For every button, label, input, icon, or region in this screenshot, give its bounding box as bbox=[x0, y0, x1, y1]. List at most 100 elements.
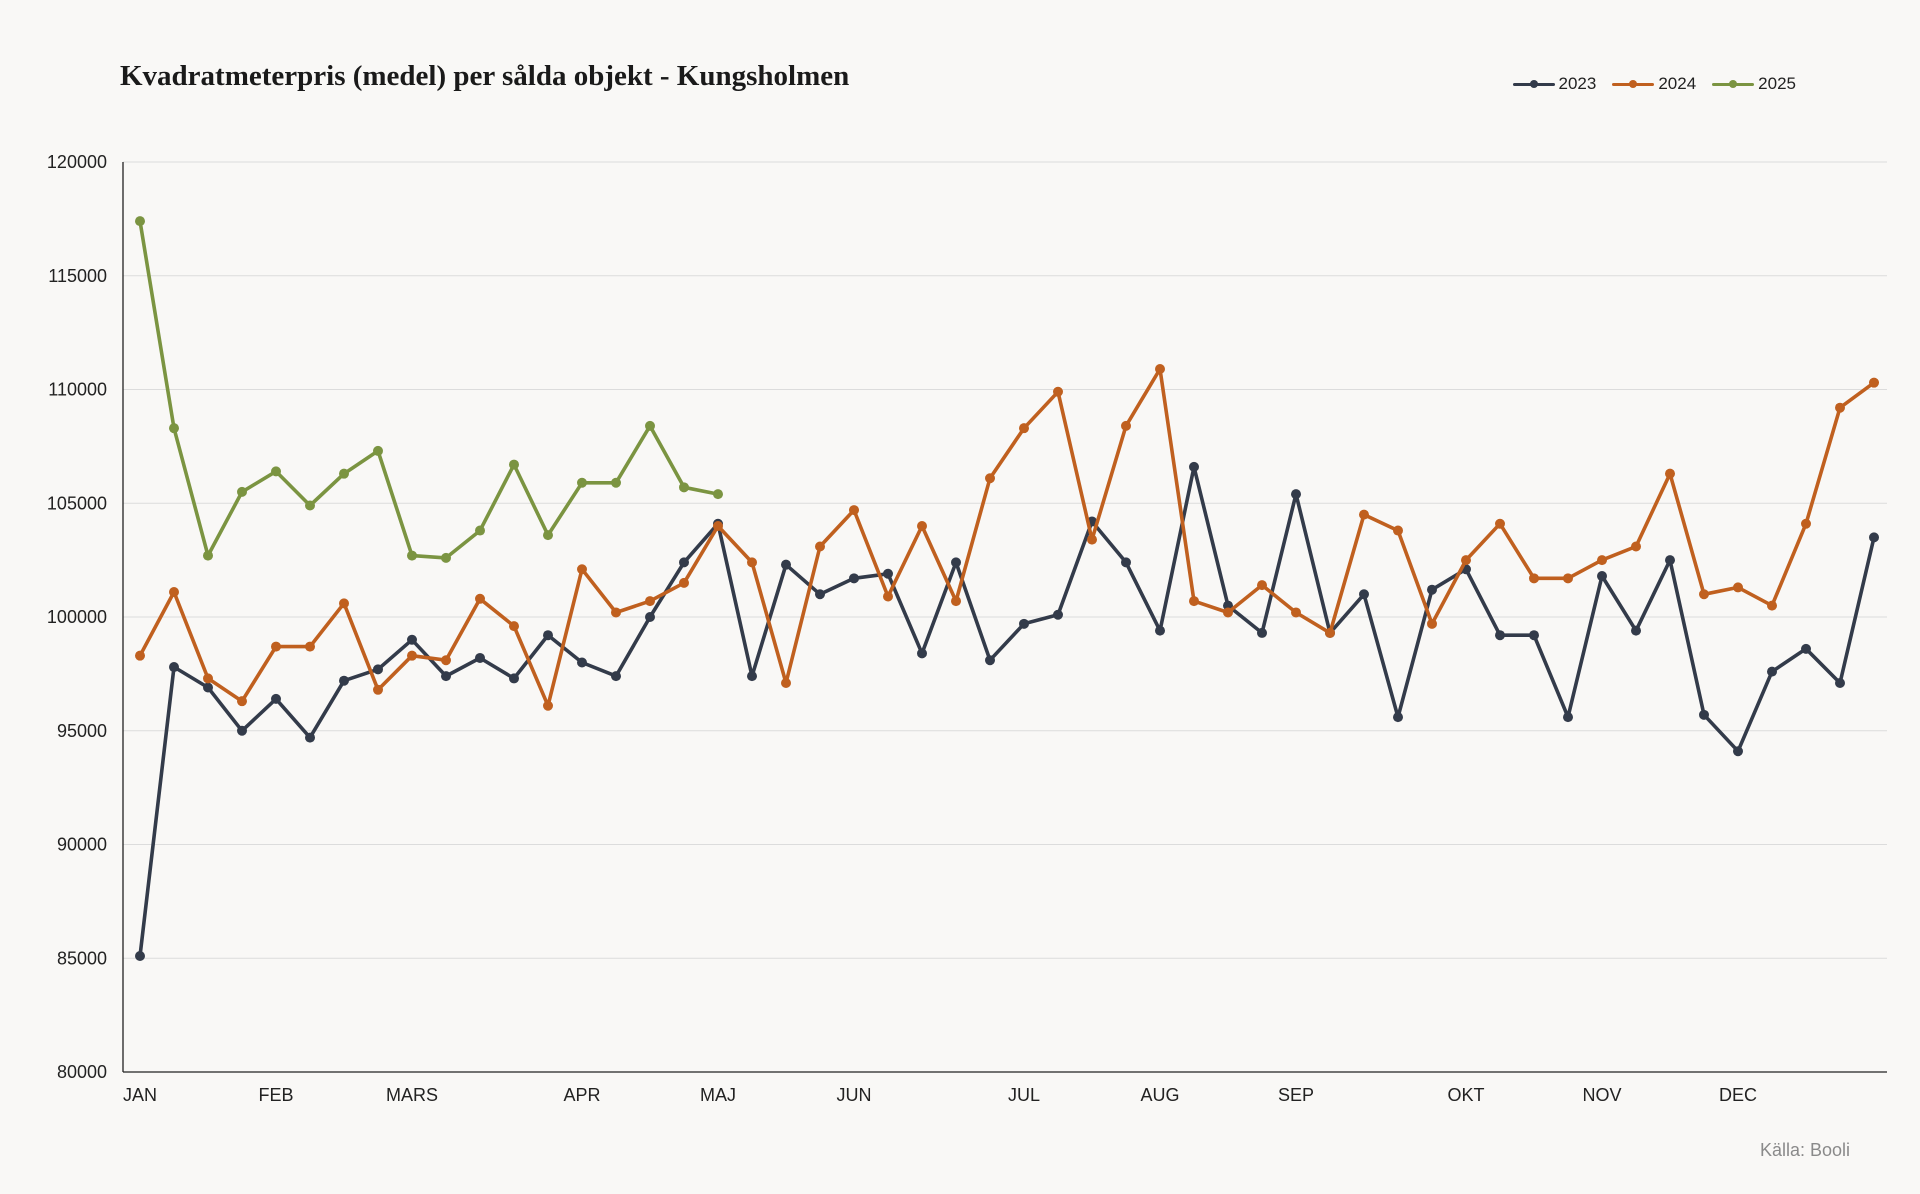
data-point-2024 bbox=[475, 593, 485, 604]
y-tick-label: 100000 bbox=[47, 607, 107, 627]
data-point-2024 bbox=[169, 586, 179, 597]
data-point-2024 bbox=[1019, 423, 1029, 434]
data-point-2023 bbox=[985, 655, 995, 666]
data-point-2024 bbox=[441, 655, 451, 666]
data-point-2025 bbox=[611, 477, 621, 488]
data-point-2024 bbox=[781, 677, 791, 688]
data-point-2023 bbox=[135, 950, 145, 961]
data-point-2024 bbox=[1869, 377, 1879, 388]
data-point-2023 bbox=[1359, 589, 1369, 600]
data-point-2023 bbox=[339, 675, 349, 686]
data-point-2024 bbox=[1223, 607, 1233, 618]
data-point-2025 bbox=[679, 482, 689, 493]
data-point-2024 bbox=[1189, 596, 1199, 607]
data-point-2025 bbox=[373, 445, 383, 456]
data-point-2023 bbox=[951, 557, 961, 568]
data-point-2024 bbox=[271, 641, 281, 652]
data-point-2023 bbox=[1257, 627, 1267, 638]
data-point-2025 bbox=[475, 525, 485, 536]
x-tick-label: MARS bbox=[386, 1085, 438, 1105]
data-point-2023 bbox=[781, 559, 791, 570]
data-point-2024 bbox=[1461, 555, 1471, 566]
y-tick-label: 115000 bbox=[48, 266, 107, 286]
y-tick-label: 105000 bbox=[47, 493, 107, 513]
x-tick-label: OKT bbox=[1447, 1085, 1484, 1105]
data-point-2023 bbox=[1291, 489, 1301, 500]
data-point-2024 bbox=[951, 596, 961, 607]
x-tick-label: NOV bbox=[1582, 1085, 1621, 1105]
data-point-2024 bbox=[611, 607, 621, 618]
data-point-2025 bbox=[509, 459, 519, 470]
data-point-2025 bbox=[169, 423, 179, 434]
data-point-2024 bbox=[985, 473, 995, 484]
data-point-2023 bbox=[1495, 630, 1505, 641]
legend-item-2024: 2024 bbox=[1612, 74, 1696, 94]
x-tick-label: DEC bbox=[1719, 1085, 1757, 1105]
legend: 2023 2024 2025 bbox=[1512, 74, 1796, 94]
data-point-2024 bbox=[1767, 600, 1777, 611]
data-point-2025 bbox=[271, 466, 281, 477]
data-point-2025 bbox=[407, 550, 417, 561]
x-tick-label: AUG bbox=[1140, 1085, 1179, 1105]
data-point-2024 bbox=[1155, 364, 1165, 375]
data-point-2023 bbox=[169, 662, 179, 673]
data-point-2024 bbox=[339, 598, 349, 609]
data-point-2024 bbox=[1733, 582, 1743, 593]
data-point-2025 bbox=[713, 489, 723, 500]
data-point-2024 bbox=[1427, 618, 1437, 629]
data-point-2025 bbox=[135, 216, 145, 227]
y-tick-label: 95000 bbox=[57, 721, 107, 741]
legend-label-2025: 2025 bbox=[1758, 74, 1796, 93]
data-point-2024 bbox=[1563, 573, 1573, 584]
data-point-2023 bbox=[1155, 625, 1165, 636]
data-point-2023 bbox=[747, 671, 757, 682]
data-point-2025 bbox=[441, 552, 451, 563]
data-point-2023 bbox=[1019, 618, 1029, 629]
data-point-2024 bbox=[1257, 580, 1267, 591]
data-point-2024 bbox=[1495, 518, 1505, 529]
data-point-2023 bbox=[849, 573, 859, 584]
data-point-2024 bbox=[1053, 386, 1063, 397]
data-point-2023 bbox=[679, 557, 689, 568]
data-point-2023 bbox=[1733, 746, 1743, 757]
data-point-2024 bbox=[747, 557, 757, 568]
chart-title: Kvadratmeterpris (medel) per sålda objek… bbox=[120, 60, 850, 92]
x-tick-label: JUL bbox=[1008, 1085, 1040, 1105]
x-tick-label: SEP bbox=[1278, 1085, 1314, 1105]
data-point-2024 bbox=[1801, 518, 1811, 529]
data-point-2024 bbox=[237, 696, 247, 707]
y-tick-label: 120000 bbox=[47, 152, 107, 172]
data-point-2023 bbox=[1529, 630, 1539, 641]
data-point-2024 bbox=[305, 641, 315, 652]
data-point-2024 bbox=[203, 673, 213, 684]
data-point-2025 bbox=[339, 468, 349, 479]
series-line-2023 bbox=[138, 465, 1876, 958]
data-point-2024 bbox=[1665, 468, 1675, 479]
data-point-2023 bbox=[645, 612, 655, 622]
data-point-2023 bbox=[1699, 709, 1709, 720]
data-point-2023 bbox=[883, 568, 893, 579]
data-point-2024 bbox=[1359, 509, 1369, 520]
data-point-2023 bbox=[577, 657, 587, 668]
data-point-2025 bbox=[543, 530, 553, 541]
x-tick-label: APR bbox=[563, 1085, 600, 1105]
data-point-2024 bbox=[1699, 589, 1709, 600]
data-point-2023 bbox=[1835, 677, 1845, 688]
data-point-2023 bbox=[1767, 666, 1777, 677]
legend-label-2024: 2024 bbox=[1658, 74, 1697, 93]
data-point-2023 bbox=[543, 630, 553, 641]
data-point-2024 bbox=[917, 521, 927, 531]
data-point-2023 bbox=[237, 725, 247, 736]
data-point-2024 bbox=[883, 591, 893, 602]
data-point-2023 bbox=[373, 664, 383, 675]
legend-swatch-2023 bbox=[1512, 78, 1555, 90]
data-point-2023 bbox=[271, 693, 281, 704]
legend-swatch-2024 bbox=[1612, 78, 1655, 90]
data-point-2023 bbox=[441, 671, 451, 682]
data-point-2023 bbox=[1597, 571, 1607, 582]
series-line-2024 bbox=[138, 367, 1876, 708]
data-point-2025 bbox=[577, 477, 587, 488]
data-point-2024 bbox=[1291, 607, 1301, 618]
data-point-2025 bbox=[305, 500, 315, 511]
